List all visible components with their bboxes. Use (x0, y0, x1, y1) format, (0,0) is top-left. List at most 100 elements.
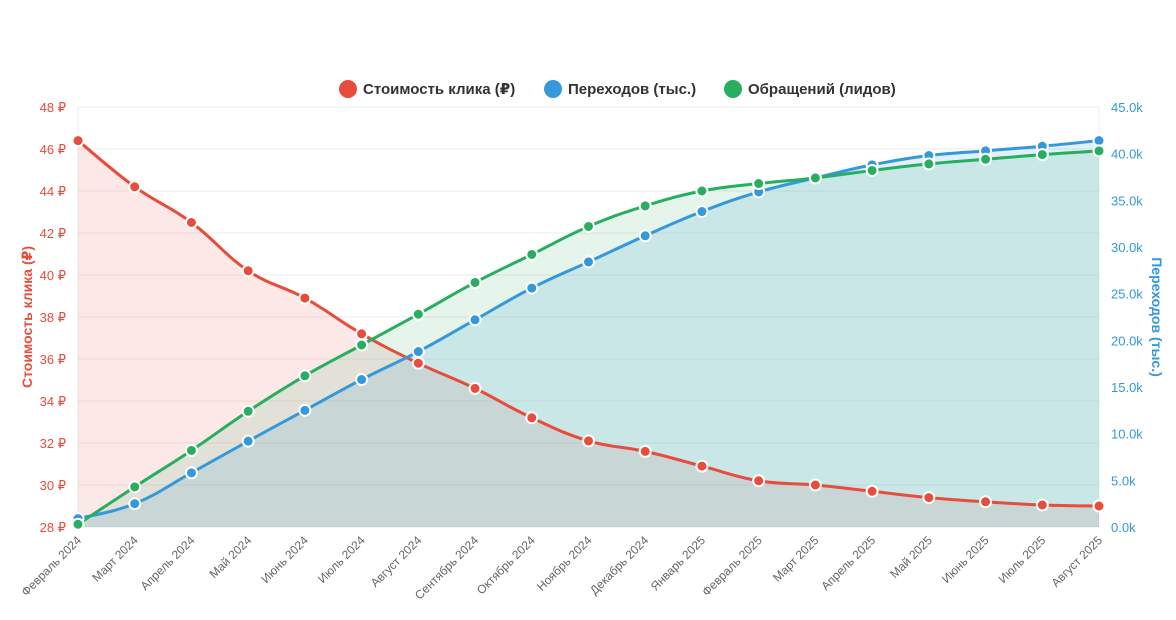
left-tick-label: 32 ₽ (40, 436, 66, 451)
left-axis-title: Стоимость клика (₽) (19, 246, 35, 388)
series-points (71, 134, 1106, 531)
data-point-0-12[interactable] (752, 474, 766, 488)
data-point-0-18[interactable] (1092, 499, 1106, 513)
data-point-1-9[interactable] (582, 255, 595, 269)
right-tick-label: 0.0k (1111, 520, 1136, 535)
data-point-0-7[interactable] (468, 381, 482, 395)
data-point-1-4[interactable] (298, 403, 312, 417)
data-point-1-1[interactable] (128, 497, 142, 511)
data-point-2-7[interactable] (468, 275, 482, 289)
data-point-0-3[interactable] (241, 264, 255, 278)
data-point-1-11[interactable] (695, 205, 709, 219)
left-tick-label: 42 ₽ (40, 226, 66, 241)
x-tick-label: Ноябрь 2024 (534, 533, 595, 594)
legend-item-0[interactable]: Стоимость клика (₽) (339, 80, 515, 98)
data-point-0-17[interactable] (1035, 498, 1049, 512)
data-point-2-15[interactable] (922, 157, 936, 171)
left-tick-label: 46 ₽ (40, 142, 66, 157)
data-point-1-2[interactable] (184, 466, 198, 480)
data-point-0-5[interactable] (355, 327, 369, 341)
data-point-0-6[interactable] (411, 356, 425, 370)
x-tick-label: Март 2024 (89, 533, 141, 585)
data-point-2-11[interactable] (695, 184, 709, 198)
right-tick-label: 40.0k (1111, 147, 1143, 162)
right-tick-label: 35.0k (1111, 193, 1143, 208)
x-tick-label: Февраль 2024 (18, 533, 84, 599)
data-point-0-2[interactable] (184, 216, 198, 229)
x-tick-label: Октябрь 2024 (474, 533, 538, 597)
data-point-1-8[interactable] (525, 281, 539, 295)
legend-marker (724, 80, 742, 98)
x-tick-label: Июнь 2025 (939, 533, 992, 586)
data-point-2-1[interactable] (128, 480, 142, 494)
left-tick-label: 38 ₽ (40, 310, 66, 325)
data-point-1-3[interactable] (241, 434, 255, 448)
left-tick-label: 36 ₽ (40, 352, 66, 367)
legend-label: Переходов (тыс.) (568, 81, 696, 98)
legend[interactable]: Стоимость клика (₽) Переходов (тыс.) Обращ… (339, 80, 896, 98)
series-area-0 (78, 140, 1099, 527)
left-tick-label: 30 ₽ (40, 478, 66, 493)
data-point-0-8[interactable] (525, 411, 539, 425)
left-tick-label: 48 ₽ (40, 100, 66, 115)
data-point-2-14[interactable] (865, 163, 879, 177)
data-point-0-4[interactable] (298, 291, 312, 305)
data-point-2-18[interactable] (1092, 144, 1106, 158)
data-point-2-16[interactable] (979, 152, 993, 166)
x-tick-label: Декабрь 2024 (587, 533, 651, 597)
right-axis-title: Переходов (тыс.) (1149, 257, 1165, 377)
legend-marker (544, 80, 562, 98)
data-point-2-2[interactable] (184, 443, 198, 457)
data-point-0-9[interactable] (582, 434, 595, 448)
data-point-2-0[interactable] (71, 517, 85, 531)
x-tick-label: Февраль 2025 (699, 533, 765, 599)
data-point-0-10[interactable] (638, 444, 652, 458)
data-point-2-12[interactable] (752, 177, 766, 191)
x-tick-label: Май 2025 (887, 533, 935, 581)
data-point-2-8[interactable] (525, 247, 539, 261)
data-point-2-3[interactable] (241, 404, 255, 418)
legend-item-2[interactable]: Обращений (лидов) (724, 80, 896, 98)
data-point-2-4[interactable] (298, 369, 312, 383)
x-tick-label: Апрель 2024 (138, 533, 198, 593)
x-tick-label: Август 2024 (368, 533, 425, 590)
data-point-2-9[interactable] (582, 219, 595, 233)
series-areas (78, 140, 1099, 527)
x-tick-label: Апрель 2025 (818, 533, 878, 593)
data-point-1-5[interactable] (355, 373, 369, 387)
left-tick-label: 28 ₽ (40, 520, 66, 535)
data-point-1-10[interactable] (638, 229, 652, 243)
data-point-0-14[interactable] (865, 484, 879, 498)
legend-item-1[interactable]: Переходов (тыс.) (544, 80, 696, 98)
x-tick-label: Июль 2024 (315, 533, 368, 586)
data-point-1-7[interactable] (468, 313, 482, 327)
data-point-2-5[interactable] (355, 338, 369, 352)
data-point-0-15[interactable] (922, 491, 936, 505)
right-y-axis: 0.0k 5.0k 10.0k 15.0k 20.0k 25.0k 30.0k 35.0k 40… (1111, 100, 1165, 535)
data-point-0-0[interactable] (71, 134, 85, 148)
data-point-2-17[interactable] (1035, 148, 1049, 162)
data-point-2-6[interactable] (411, 307, 425, 321)
right-tick-label: 25.0k (1111, 287, 1143, 302)
data-point-2-10[interactable] (638, 199, 652, 213)
right-tick-label: 20.0k (1111, 333, 1143, 348)
left-tick-label: 40 ₽ (40, 268, 66, 283)
data-point-0-13[interactable] (808, 478, 822, 492)
data-point-0-16[interactable] (979, 495, 993, 509)
data-point-0-1[interactable] (128, 180, 142, 194)
right-tick-label: 15.0k (1111, 380, 1143, 395)
x-tick-label: Июль 2025 (996, 533, 1049, 586)
right-tick-label: 5.0k (1111, 473, 1136, 488)
data-point-2-13[interactable] (808, 171, 822, 185)
legend-label: Обращений (лидов) (748, 81, 896, 98)
x-tick-label: Март 2025 (770, 533, 822, 585)
data-point-0-11[interactable] (695, 459, 709, 473)
right-tick-label: 30.0k (1111, 240, 1143, 255)
x-tick-label: Август 2025 (1048, 533, 1105, 590)
x-tick-label: Январь 2025 (648, 533, 708, 593)
data-point-1-6[interactable] (411, 345, 425, 359)
legend-marker (339, 80, 357, 98)
